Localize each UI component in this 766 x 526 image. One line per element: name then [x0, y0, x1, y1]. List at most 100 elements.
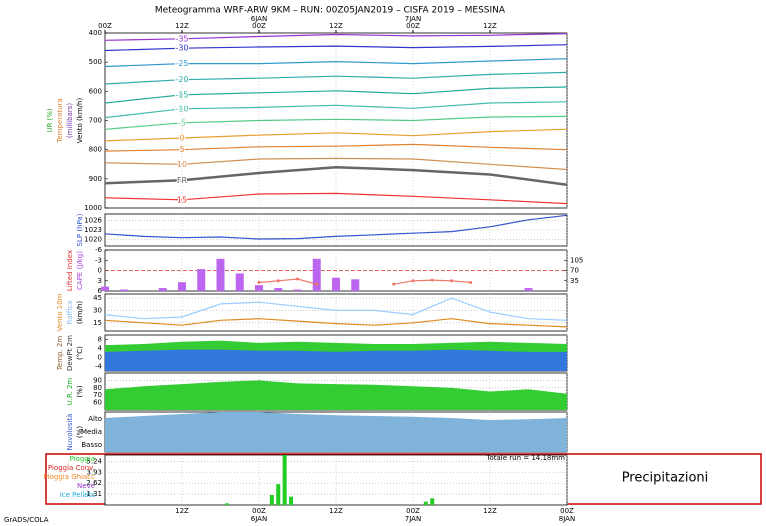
- y-tick-label: 45: [93, 294, 102, 302]
- y-tick-label: 15: [93, 319, 102, 327]
- bottom-date-label: 8JAN: [559, 515, 575, 523]
- bottom-tick-label: 00Z: [560, 507, 574, 515]
- y-tick-label: 70: [570, 267, 579, 275]
- total-label: Totale run = 14.18mm: [485, 454, 565, 462]
- y-tick-label: 1020: [84, 236, 102, 244]
- y-tick-label: 60: [93, 399, 102, 407]
- bottom-tick-label: 12Z: [329, 507, 343, 515]
- contour-line: [104, 86, 568, 104]
- y-axis-label: (°C): [76, 346, 84, 360]
- contour-label: -20: [175, 75, 188, 84]
- y-axis-label: (%): [76, 385, 84, 397]
- marker: [469, 280, 473, 284]
- y-tick-label: 3.93: [86, 468, 102, 476]
- y-axis-label: Nuvolosità: [66, 414, 74, 451]
- bar: [120, 289, 129, 291]
- legend-label: Neve: [77, 482, 95, 490]
- area: [105, 412, 567, 452]
- contour-label: 15: [177, 195, 187, 204]
- y-tick-label: 5.24: [86, 457, 102, 465]
- y-axis-label: Vento (km/h): [76, 98, 84, 144]
- marker: [257, 280, 261, 284]
- y-axis-label: (km/h): [76, 301, 84, 324]
- y-axis-label: Lifted Index: [66, 250, 74, 291]
- bottom-date-label: 6JAN: [251, 515, 267, 523]
- bottom-tick-label: 00Z: [252, 507, 266, 515]
- y-tick-label: 1026: [84, 216, 102, 224]
- bottom-tick-label: 12Z: [483, 507, 497, 515]
- y-tick-label: 900: [89, 175, 102, 183]
- contour-label: FR: [177, 176, 188, 185]
- y-tick-label: 70: [93, 391, 102, 399]
- y-tick-label: -4: [95, 363, 103, 371]
- bar: [197, 269, 206, 291]
- contour-label: -25: [175, 59, 188, 68]
- bar: [101, 286, 109, 291]
- contour-line: [104, 157, 568, 171]
- top-date-label: 7JAN: [405, 15, 421, 23]
- marker: [276, 279, 280, 283]
- marker: [411, 279, 415, 283]
- bar: [216, 258, 225, 291]
- marker: [430, 278, 434, 282]
- bar: [269, 495, 274, 505]
- bottom-tick-label: 00Z: [406, 507, 420, 515]
- marker: [392, 282, 396, 286]
- y-tick-label: 600: [89, 87, 102, 95]
- y-tick-label: 500: [89, 58, 102, 66]
- y-tick-label: -6: [95, 246, 103, 254]
- y-axis-label: UR (%): [46, 108, 54, 133]
- top-tick-label: 12Z: [483, 22, 497, 30]
- contour-line: [104, 33, 568, 41]
- area: [105, 349, 567, 371]
- y-tick-label: 700: [89, 117, 102, 125]
- marker: [315, 282, 319, 286]
- contour-line: [104, 44, 568, 52]
- contour-label: -35: [175, 34, 188, 43]
- y-axis-label: (millibars): [66, 103, 74, 139]
- y-tick-label: 1000: [84, 204, 102, 212]
- legend-label: Ice Pellets: [60, 491, 96, 499]
- top-tick-label: 00Z: [406, 22, 420, 30]
- y-axis-label: SLP (hPa): [76, 213, 84, 246]
- y-tick-label: 400: [89, 29, 102, 37]
- bar: [274, 288, 283, 291]
- y-axis-label: Temp. 2m: [56, 336, 64, 372]
- contour-label: -30: [175, 44, 188, 53]
- bar: [178, 282, 186, 291]
- contour-line: [104, 128, 568, 142]
- y-tick-label: 1.31: [86, 490, 102, 498]
- y-tick-label: Alto: [88, 415, 102, 423]
- contour-label: 5: [179, 145, 184, 154]
- contour-label: -10: [175, 104, 188, 113]
- y-tick-label: 35: [570, 277, 579, 285]
- y-tick-label: 4: [98, 345, 103, 353]
- y-tick-label: 0: [98, 267, 102, 275]
- y-tick-label: Media: [81, 428, 102, 436]
- annotation: Precipitazioni: [622, 471, 709, 486]
- y-tick-label: 105: [570, 256, 583, 264]
- bar: [282, 455, 287, 505]
- top-tick-label: 12Z: [329, 22, 343, 30]
- footer: GrADS/COLA: [4, 516, 49, 524]
- y-tick-label: 1023: [84, 226, 102, 234]
- legend-label: Pioggia Conv.: [48, 464, 95, 472]
- y-tick-label: -3: [95, 256, 102, 264]
- contour-label: -5: [178, 118, 186, 127]
- y-axis-label: DewPt 2m: [66, 335, 74, 371]
- marker: [450, 279, 453, 283]
- y-tick-label: 3: [98, 277, 102, 285]
- y-tick-label: 6: [98, 287, 103, 295]
- bar: [351, 279, 360, 291]
- y-tick-label: 800: [89, 146, 102, 154]
- y-axis-label: CAPE (J/kg): [76, 251, 84, 290]
- bar: [235, 273, 244, 291]
- bar: [332, 277, 340, 291]
- top-tick-label: 12Z: [175, 22, 189, 30]
- bar: [276, 484, 281, 505]
- bar: [524, 288, 533, 291]
- bar: [158, 288, 167, 291]
- line: [104, 297, 568, 321]
- top-date-label: 6JAN: [251, 15, 267, 23]
